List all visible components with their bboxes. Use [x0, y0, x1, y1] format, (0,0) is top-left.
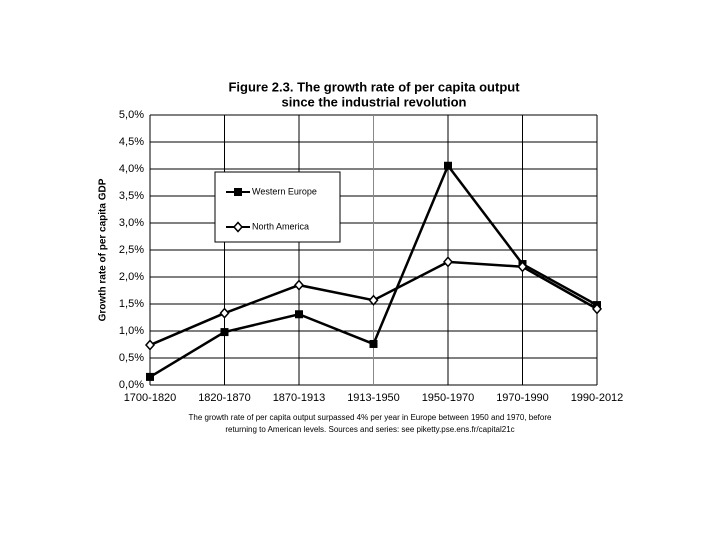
y-tick-label: 0,0%	[119, 379, 144, 391]
y-tick-label: 0,5%	[119, 352, 144, 364]
x-tick-label: 1700-1820	[124, 392, 177, 404]
caption: The growth rate of per capita output sur…	[189, 413, 552, 422]
y-tick-label: 4,0%	[119, 163, 144, 175]
legend-box	[214, 171, 341, 243]
x-tick-label: 1870-1913	[273, 392, 326, 404]
point	[444, 161, 452, 170]
y-tick-label: 1,5%	[119, 298, 144, 310]
x-tick-label: 1820-1870	[198, 392, 251, 404]
y-tick-label: 5,0%	[119, 109, 144, 121]
x-tick-label: 1913-1950	[347, 392, 400, 404]
y-tick-label: 2,0%	[119, 271, 144, 283]
point	[293, 279, 305, 291]
y-tick-label: 4,5%	[119, 136, 144, 148]
chart-title: Figure 2.3. The growth rate of per capit…	[228, 79, 520, 94]
point	[295, 310, 303, 319]
chart-title: since the industrial revolution	[282, 94, 467, 109]
legend-label: North America	[252, 221, 309, 231]
y-axis-label: Growth rate of per capita GDP	[98, 178, 109, 321]
x-tick-label: 1950-1970	[422, 392, 475, 404]
y-tick-label: 3,0%	[119, 217, 144, 229]
point	[369, 339, 378, 348]
point	[591, 303, 603, 315]
point	[219, 307, 230, 319]
point	[442, 256, 454, 268]
point	[220, 328, 229, 337]
point	[144, 339, 156, 351]
point	[517, 261, 528, 273]
caption: returning to American levels. Sources an…	[225, 425, 514, 434]
x-tick-label: 1970-1990	[496, 392, 549, 404]
point	[232, 221, 244, 233]
y-tick-label: 1,0%	[119, 325, 144, 337]
point	[234, 188, 242, 196]
legend-label: Western Europe	[252, 186, 317, 196]
x-tick-label: 1990-2012	[571, 392, 624, 404]
point	[368, 294, 379, 306]
y-tick-label: 3,5%	[119, 190, 144, 202]
y-tick-label: 2,5%	[119, 244, 144, 256]
point	[146, 372, 154, 381]
